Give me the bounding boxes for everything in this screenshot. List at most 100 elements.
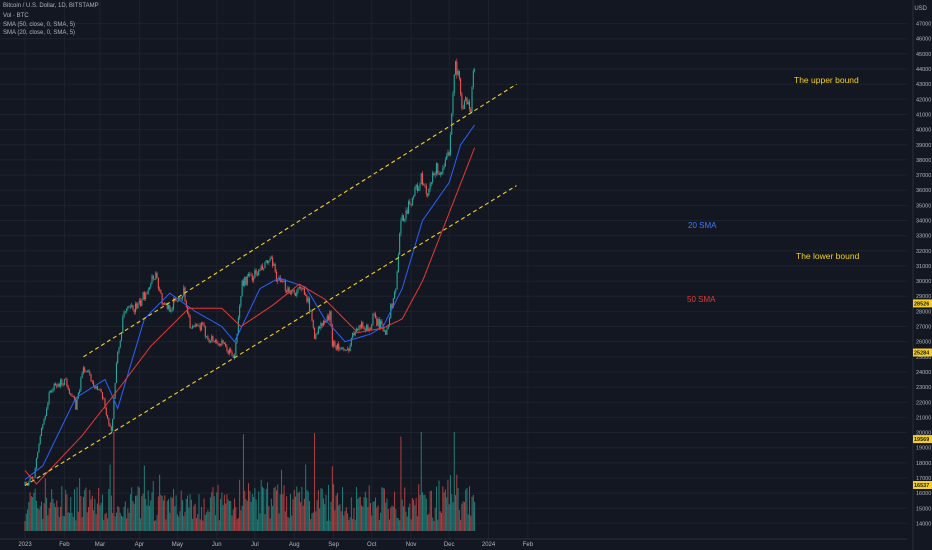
volume-bar <box>263 488 265 531</box>
candle-body <box>214 340 217 342</box>
candle-body <box>184 287 186 302</box>
volume-bar <box>363 497 365 531</box>
y-tick-label: 32000 <box>916 249 931 255</box>
candle-body <box>293 290 295 294</box>
candle-body <box>300 286 302 288</box>
volume-bar <box>60 506 62 531</box>
volume-bar <box>152 481 154 531</box>
candle-body <box>303 288 305 295</box>
candle-body <box>136 303 138 309</box>
volume-bar <box>265 488 267 531</box>
symbol-title[interactable]: Bitcoin / U.S. Dollar, 1D, BITSTAMP <box>3 3 99 9</box>
candle-body <box>474 69 476 71</box>
y-tick-label: 42000 <box>916 97 931 103</box>
volume-bar <box>240 510 242 531</box>
volume-bar <box>232 509 234 531</box>
volume-bar <box>118 507 120 531</box>
candle-body <box>443 166 445 169</box>
candle-body <box>157 277 159 289</box>
volume-bar <box>166 500 168 531</box>
price-label-bg <box>913 480 932 489</box>
volume-bar <box>218 520 220 531</box>
volume-bar <box>74 489 76 531</box>
candle-body <box>33 477 35 479</box>
volume-legend[interactable]: Vol · BTC <box>3 13 29 19</box>
volume-bar <box>408 507 410 531</box>
volume-bar <box>103 520 105 531</box>
candle-body <box>307 298 309 302</box>
volume-bar <box>38 509 40 531</box>
volume-bar <box>418 484 420 531</box>
volume-bar <box>298 491 300 531</box>
candle-body <box>93 381 95 387</box>
candle-body <box>256 274 258 275</box>
volume-bar <box>164 495 166 531</box>
volume-bar <box>425 498 427 531</box>
sma20-line <box>24 124 475 480</box>
volume-bar <box>377 505 379 531</box>
volume-bar <box>260 479 262 531</box>
volume-bar <box>446 497 448 531</box>
volume-bar <box>258 491 260 531</box>
volume-bar <box>100 502 102 531</box>
candle-body <box>202 322 204 325</box>
sma-lines <box>24 124 476 485</box>
volume-bar <box>228 501 230 531</box>
candle-body <box>325 320 327 323</box>
volume-bar <box>358 497 360 531</box>
candle-body <box>72 396 74 398</box>
candle-body <box>32 477 34 479</box>
candle-body <box>280 280 283 282</box>
currency-label: USD <box>914 6 927 12</box>
candle-body <box>132 305 134 310</box>
volume-bar <box>185 498 187 531</box>
candle-body <box>261 265 264 270</box>
sma20-legend[interactable]: SMA (20, close, 0, SMA, 5) <box>3 30 76 36</box>
candle-body <box>446 156 448 160</box>
y-tick-label: 20000 <box>916 431 931 437</box>
candle-body <box>348 348 350 351</box>
volume-bar <box>344 511 346 531</box>
candle-body <box>225 344 227 347</box>
volume-bar <box>414 505 416 531</box>
candle-body <box>84 367 86 372</box>
candle-body <box>250 274 252 276</box>
volume-bar <box>58 517 60 531</box>
candle-body <box>296 291 298 296</box>
candle-body <box>321 323 323 326</box>
volume-bar <box>322 498 324 531</box>
candle-body <box>90 374 92 382</box>
candle-body <box>366 325 368 331</box>
volume-bar <box>386 498 388 531</box>
candle-body <box>327 315 330 320</box>
volume-bar <box>428 513 430 531</box>
volume-bar <box>320 488 322 531</box>
volume-bar <box>24 520 26 531</box>
candle-body <box>226 346 228 351</box>
sma50-legend[interactable]: SMA (50, close, 0, SMA, 5) <box>3 22 76 28</box>
volume-bar <box>396 517 398 531</box>
x-tick-label: Apr <box>135 542 144 548</box>
candle-body <box>170 309 172 312</box>
candle-body <box>298 286 300 289</box>
volume-bar <box>453 431 455 531</box>
candle-body <box>133 309 135 313</box>
candle-body <box>427 193 429 196</box>
candle-body <box>399 233 401 255</box>
volume-bar <box>255 499 257 531</box>
y-tick-label: 21000 <box>916 415 931 421</box>
volume-bar <box>98 487 100 531</box>
volume-bar <box>249 491 251 531</box>
candle-body <box>159 288 161 290</box>
volume-bar <box>30 496 32 531</box>
volume-bar <box>251 493 253 531</box>
candle-body <box>430 182 432 184</box>
candle-body <box>411 197 413 206</box>
candle-body <box>374 314 377 319</box>
candle-body <box>35 457 37 469</box>
price-label: 19569 <box>914 437 929 443</box>
volume-bar <box>215 515 216 531</box>
y-tick-label: 43000 <box>916 82 931 88</box>
